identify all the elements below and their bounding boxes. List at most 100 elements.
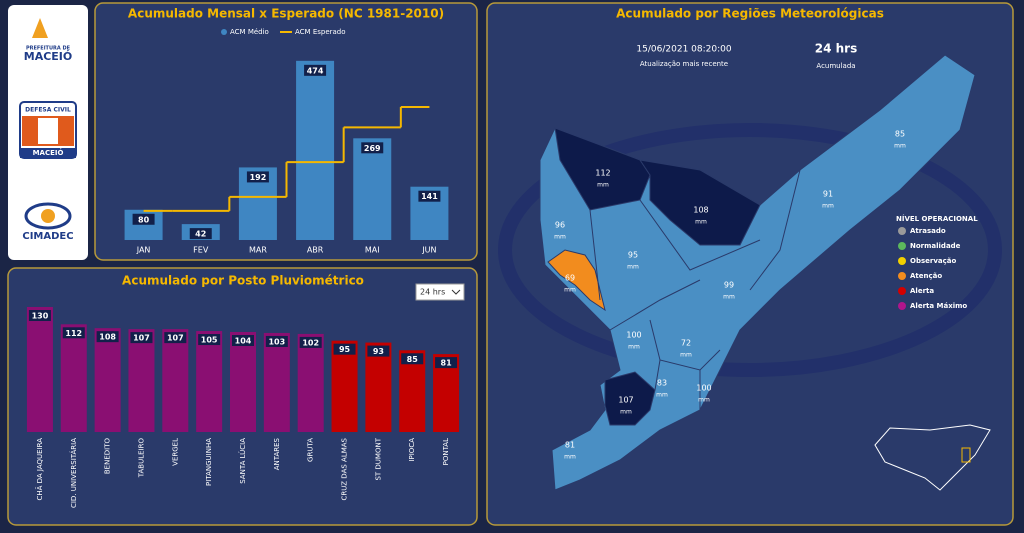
region-value: 72	[681, 339, 691, 348]
legend-label: Alerta Máximo	[910, 302, 967, 310]
region-value: 100	[696, 384, 711, 393]
value-label-box	[299, 336, 322, 348]
x-tick-label: ANTARES	[273, 437, 281, 470]
map-title: Acumulado por Regiões Meteorológicas	[616, 7, 884, 21]
region-value: 100	[626, 331, 641, 340]
region-unit: mm	[564, 287, 576, 294]
bar	[331, 340, 358, 432]
legend-label: ACM Médio	[230, 28, 269, 36]
legend-icon	[898, 287, 906, 295]
value-label-box	[265, 335, 288, 347]
value-label: 104	[235, 337, 252, 346]
region-unit: mm	[554, 234, 566, 241]
bar	[263, 332, 290, 432]
x-tick-label: PITANGUINHA	[205, 438, 213, 486]
bar	[60, 324, 87, 432]
x-tick-label: CHÃ DA JAQUEIRA	[35, 438, 44, 501]
dropdown-arrow[interactable]	[451, 289, 461, 295]
value-label: 85	[407, 355, 419, 364]
x-tick-label: JUN	[421, 246, 436, 255]
value-label: 80	[138, 215, 150, 224]
value-label-box	[198, 334, 221, 346]
region-unit: mm	[628, 344, 640, 351]
logo-icon	[24, 202, 72, 230]
region-unit: mm	[597, 182, 609, 189]
x-tick-label: PONTAL	[442, 438, 450, 465]
legend-label: Atrasado	[910, 227, 946, 235]
dropdown-value[interactable]: 24 hrs	[420, 288, 445, 297]
region-unit: mm	[680, 352, 692, 359]
bar	[230, 332, 256, 432]
value-label-box	[418, 190, 441, 202]
region-unit: mm	[723, 294, 735, 301]
region[interactable]	[638, 159, 761, 246]
value-label: 95	[339, 345, 351, 354]
bar	[94, 328, 121, 432]
x-tick-label: MAI	[365, 246, 380, 255]
bar	[162, 329, 189, 432]
value-label: 141	[421, 192, 438, 201]
x-tick-label: GRUTA	[307, 438, 315, 462]
bar	[128, 329, 155, 432]
value-label: 107	[133, 334, 150, 343]
region-value: 81	[565, 441, 575, 450]
value-label-box	[232, 335, 254, 346]
region-unit: mm	[627, 264, 639, 271]
value-label-box	[401, 353, 424, 365]
legend-icon	[898, 227, 906, 235]
bar	[196, 331, 223, 432]
legend-swatch	[221, 29, 227, 35]
timestamp-label: Atualização mais recente	[640, 60, 728, 68]
logo-icon	[41, 209, 55, 223]
x-tick-label: CRUZ DAS ALMAS	[341, 437, 349, 500]
value-label-box	[132, 213, 155, 225]
dropdown[interactable]	[415, 283, 465, 301]
region-unit: mm	[564, 454, 576, 461]
value-label: 105	[201, 336, 218, 345]
region-unit: mm	[695, 219, 707, 226]
legend-label: Atenção	[910, 272, 942, 280]
logo-icon	[38, 118, 58, 144]
value-label-box	[367, 345, 390, 357]
region[interactable]	[547, 249, 606, 312]
locator-box	[961, 447, 971, 463]
x-tick-label: JAN	[136, 246, 151, 255]
value-label: 112	[65, 329, 82, 338]
region-value: 112	[595, 169, 610, 178]
bar	[297, 333, 324, 432]
value-label: 103	[268, 337, 285, 346]
value-label: 192	[250, 173, 267, 182]
logo-text: CIMADEC	[22, 231, 73, 242]
x-tick-label: TABULEIRO	[137, 438, 145, 479]
x-tick-label: SANTA LÚCIA	[238, 438, 247, 484]
x-tick-label: FEV	[193, 246, 209, 255]
legend-label: Alerta	[910, 287, 934, 295]
legend-label: Normalidade	[910, 242, 961, 250]
x-tick-label: VERGEL	[171, 438, 179, 466]
period-label: Acumulada	[816, 62, 855, 70]
bar	[26, 307, 53, 432]
region-value: 96	[555, 221, 565, 230]
x-tick-label: BENEDITO	[104, 438, 112, 475]
locator-map	[874, 424, 991, 491]
value-label-box	[28, 310, 51, 321]
value-label: 93	[373, 347, 384, 356]
logo-text: MACEIÓ	[33, 148, 64, 157]
logo-band	[20, 148, 76, 158]
chart-title: Acumulado por Posto Pluviométrico	[122, 274, 364, 288]
legend-title: NÍVEL OPERACIONAL	[896, 214, 978, 223]
value-label-box	[246, 171, 269, 183]
region-value: 83	[657, 379, 667, 388]
region[interactable]	[604, 371, 656, 426]
region-value: 91	[823, 190, 833, 199]
legend-icon	[898, 302, 906, 310]
logo-text: MACEIÓ	[24, 50, 73, 63]
region-value: 99	[724, 281, 734, 290]
value-label: 130	[32, 312, 49, 321]
region-value: 95	[628, 251, 638, 260]
logo-text: PREFEITURA DE	[26, 46, 71, 52]
logo-text: DEFESA CIVIL	[25, 107, 71, 114]
region-unit: mm	[698, 397, 710, 404]
x-tick-label: IPIOCA	[408, 438, 416, 462]
